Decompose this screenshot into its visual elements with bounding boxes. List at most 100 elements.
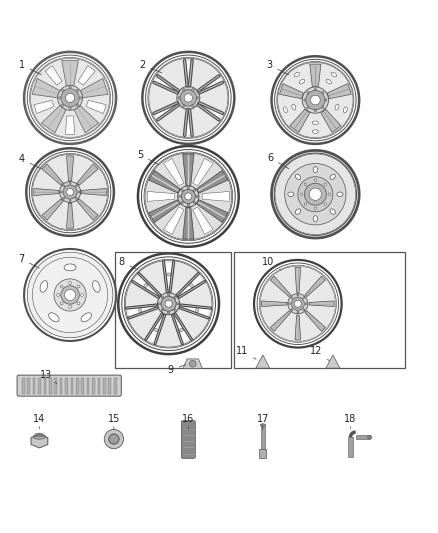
Text: 15: 15: [108, 414, 120, 430]
Polygon shape: [67, 156, 74, 181]
Circle shape: [69, 86, 71, 89]
Polygon shape: [34, 100, 54, 114]
Circle shape: [77, 285, 80, 288]
Ellipse shape: [337, 192, 343, 197]
Circle shape: [304, 203, 307, 205]
Circle shape: [60, 302, 63, 305]
Ellipse shape: [154, 328, 158, 332]
Bar: [348, 437, 353, 457]
Circle shape: [75, 185, 78, 187]
Bar: [87, 378, 89, 393]
Circle shape: [300, 193, 303, 196]
Bar: [114, 378, 117, 393]
Text: 16: 16: [182, 414, 194, 430]
Circle shape: [125, 261, 212, 347]
Circle shape: [161, 296, 163, 298]
Ellipse shape: [166, 273, 171, 276]
Polygon shape: [77, 199, 98, 220]
Circle shape: [165, 300, 172, 307]
Circle shape: [174, 296, 176, 298]
Ellipse shape: [195, 308, 199, 313]
Circle shape: [78, 191, 80, 193]
Circle shape: [184, 94, 192, 102]
Circle shape: [325, 99, 327, 101]
Circle shape: [109, 434, 119, 445]
Circle shape: [54, 279, 86, 311]
Polygon shape: [86, 100, 106, 114]
Circle shape: [149, 58, 228, 138]
Ellipse shape: [179, 328, 184, 332]
Circle shape: [189, 360, 196, 367]
Bar: [71, 378, 73, 393]
Circle shape: [60, 191, 62, 193]
Circle shape: [297, 311, 299, 313]
Circle shape: [32, 155, 108, 230]
Polygon shape: [149, 171, 180, 193]
Circle shape: [180, 90, 197, 106]
Polygon shape: [305, 311, 325, 332]
Ellipse shape: [283, 107, 287, 113]
Circle shape: [76, 89, 79, 92]
Polygon shape: [42, 164, 63, 185]
Circle shape: [69, 182, 71, 184]
Circle shape: [167, 294, 170, 296]
Bar: [33, 378, 35, 393]
Polygon shape: [163, 207, 184, 235]
Polygon shape: [32, 78, 60, 98]
Polygon shape: [310, 64, 321, 86]
Polygon shape: [261, 301, 286, 306]
Circle shape: [61, 88, 79, 107]
Polygon shape: [183, 207, 194, 239]
Circle shape: [159, 303, 161, 305]
Ellipse shape: [81, 313, 92, 322]
Circle shape: [69, 281, 71, 285]
Ellipse shape: [190, 284, 194, 288]
Text: 5: 5: [137, 150, 158, 165]
Circle shape: [161, 309, 163, 311]
Circle shape: [304, 183, 307, 185]
Circle shape: [288, 303, 290, 305]
Circle shape: [309, 188, 321, 200]
Ellipse shape: [288, 192, 294, 197]
Polygon shape: [202, 191, 230, 201]
Polygon shape: [65, 116, 75, 134]
Circle shape: [161, 296, 176, 311]
Circle shape: [194, 201, 196, 204]
Polygon shape: [270, 311, 291, 332]
Ellipse shape: [138, 308, 142, 313]
Circle shape: [324, 183, 326, 185]
Polygon shape: [326, 355, 340, 368]
Bar: [22, 378, 25, 393]
Circle shape: [324, 203, 326, 205]
Circle shape: [304, 99, 306, 101]
Text: 10: 10: [262, 257, 281, 270]
Circle shape: [321, 92, 324, 94]
Circle shape: [76, 104, 79, 107]
Polygon shape: [290, 109, 310, 132]
Ellipse shape: [144, 284, 148, 288]
Bar: [98, 378, 100, 393]
Circle shape: [291, 297, 293, 298]
Text: 8: 8: [119, 257, 138, 270]
Polygon shape: [163, 158, 184, 186]
Ellipse shape: [64, 264, 76, 271]
Circle shape: [285, 164, 346, 225]
Circle shape: [298, 177, 333, 212]
Circle shape: [158, 293, 180, 315]
Circle shape: [314, 88, 317, 91]
Circle shape: [63, 185, 77, 199]
Polygon shape: [77, 164, 98, 185]
Bar: [60, 378, 62, 393]
Polygon shape: [34, 189, 59, 196]
Ellipse shape: [313, 167, 318, 173]
Circle shape: [275, 154, 356, 235]
Bar: [261, 425, 265, 449]
Circle shape: [291, 297, 304, 310]
Polygon shape: [67, 203, 74, 228]
Circle shape: [174, 309, 176, 311]
Polygon shape: [197, 200, 228, 222]
Bar: [49, 378, 52, 393]
Circle shape: [69, 200, 71, 202]
Ellipse shape: [35, 433, 44, 437]
Circle shape: [303, 309, 305, 311]
